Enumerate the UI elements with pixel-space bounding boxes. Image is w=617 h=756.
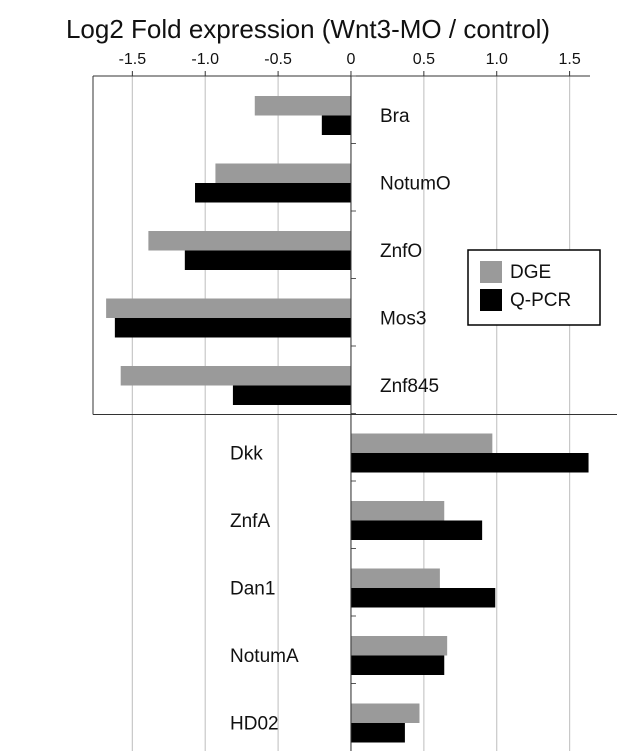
x-tick-label: -1.0 — [191, 51, 219, 68]
x-tick-label: 1.0 — [486, 51, 508, 68]
category-label: Dan1 — [230, 579, 275, 600]
bar — [215, 163, 351, 183]
legend-swatch — [480, 261, 502, 283]
legend-label: DGE — [510, 262, 551, 283]
bar — [106, 298, 351, 318]
bar — [350, 520, 483, 540]
bar — [120, 366, 351, 386]
x-tick-label: 0.5 — [413, 51, 435, 68]
category-label: Bra — [380, 106, 410, 127]
category-label: Dkk — [230, 444, 263, 465]
legend-label: Q-PCR — [510, 290, 571, 311]
bar — [232, 385, 351, 405]
category-label: NotumA — [230, 646, 299, 667]
bar — [350, 501, 445, 521]
bar — [350, 433, 493, 453]
bar — [350, 703, 420, 723]
category-label: NotumO — [380, 174, 451, 195]
x-tick-label: 0 — [347, 51, 356, 68]
bar — [114, 318, 351, 338]
bar — [350, 568, 440, 588]
bar — [350, 636, 448, 656]
bar — [195, 183, 351, 203]
x-tick-label: -0.5 — [264, 51, 292, 68]
bar — [350, 655, 445, 675]
category-label: Mos3 — [380, 309, 426, 330]
category-label: ZnfO — [380, 241, 422, 262]
bar — [254, 96, 351, 116]
category-label: Znf845 — [380, 376, 439, 397]
category-label: ZnfA — [230, 511, 270, 532]
bar — [350, 723, 405, 743]
bar — [350, 588, 496, 608]
bar — [148, 231, 351, 251]
x-tick-label: 1.5 — [558, 51, 580, 68]
category-label: HD02 — [230, 714, 279, 735]
bar — [184, 250, 351, 270]
bar — [321, 115, 351, 135]
chart-title: Log2 Fold expression (Wnt3-MO / control) — [66, 14, 550, 44]
x-tick-label: -1.5 — [119, 51, 147, 68]
legend-swatch — [480, 289, 502, 311]
bar — [350, 453, 589, 473]
